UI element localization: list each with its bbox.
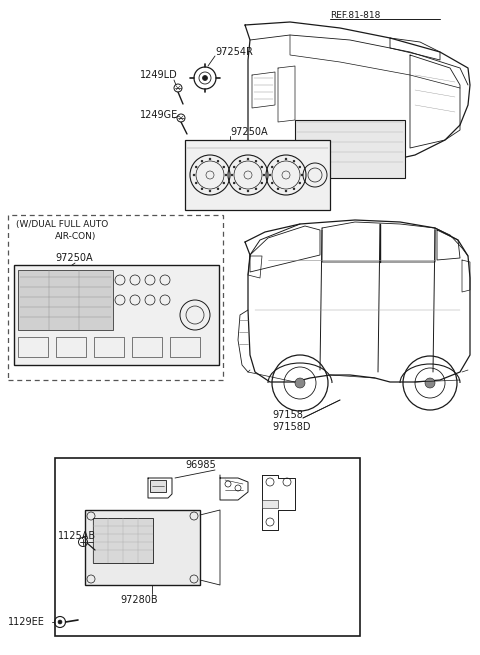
Circle shape	[277, 188, 279, 190]
Circle shape	[223, 182, 225, 184]
Text: 96985: 96985	[185, 460, 216, 470]
Bar	[185, 140, 330, 210]
Text: 1249LD: 1249LD	[140, 70, 178, 80]
Bar	[262, 500, 278, 508]
Circle shape	[271, 166, 273, 168]
Circle shape	[425, 378, 435, 388]
Bar	[18, 270, 113, 330]
Bar	[150, 480, 166, 492]
Circle shape	[299, 166, 301, 168]
Circle shape	[269, 174, 271, 176]
Circle shape	[209, 158, 211, 160]
Circle shape	[261, 182, 263, 184]
Text: 97280B: 97280B	[120, 595, 157, 605]
Circle shape	[255, 160, 257, 162]
Bar	[132, 337, 162, 357]
Circle shape	[233, 182, 235, 184]
Bar	[55, 458, 360, 636]
Circle shape	[225, 174, 227, 176]
Circle shape	[201, 160, 203, 162]
Circle shape	[233, 166, 235, 168]
Circle shape	[285, 190, 287, 192]
Text: 1129EE: 1129EE	[8, 617, 45, 627]
Text: 1125AB: 1125AB	[58, 531, 96, 541]
Circle shape	[58, 620, 62, 624]
Bar	[85, 510, 200, 585]
Circle shape	[231, 174, 233, 176]
Circle shape	[295, 378, 305, 388]
Circle shape	[195, 166, 197, 168]
Circle shape	[193, 174, 195, 176]
Bar	[93, 518, 153, 563]
Text: REF.81-818: REF.81-818	[330, 10, 380, 20]
Circle shape	[285, 158, 287, 160]
Circle shape	[255, 188, 257, 190]
Circle shape	[203, 75, 207, 81]
Circle shape	[293, 160, 295, 162]
Circle shape	[239, 188, 241, 190]
Text: (W/DUAL FULL AUTO: (W/DUAL FULL AUTO	[16, 221, 108, 229]
Circle shape	[299, 182, 301, 184]
Circle shape	[247, 190, 249, 192]
Bar	[170, 337, 200, 357]
Circle shape	[201, 188, 203, 190]
Circle shape	[239, 160, 241, 162]
Text: 97250A: 97250A	[55, 253, 93, 263]
Bar	[14, 265, 219, 365]
Circle shape	[301, 174, 303, 176]
Bar	[94, 337, 124, 357]
Text: 1249GE: 1249GE	[140, 110, 178, 120]
Bar	[18, 337, 48, 357]
Text: AIR-CON): AIR-CON)	[55, 233, 96, 242]
Circle shape	[261, 166, 263, 168]
Bar	[295, 120, 405, 178]
Circle shape	[271, 182, 273, 184]
Circle shape	[293, 188, 295, 190]
Text: 97250A: 97250A	[230, 127, 268, 137]
Circle shape	[209, 190, 211, 192]
Bar	[8, 215, 223, 380]
Circle shape	[223, 166, 225, 168]
Circle shape	[277, 160, 279, 162]
Bar	[56, 337, 86, 357]
Text: 97254R: 97254R	[215, 47, 253, 57]
Circle shape	[263, 174, 265, 176]
Text: 97158D: 97158D	[272, 422, 311, 432]
Text: 97158: 97158	[272, 410, 303, 420]
Circle shape	[217, 160, 219, 162]
Circle shape	[195, 182, 197, 184]
Circle shape	[217, 188, 219, 190]
Circle shape	[247, 158, 249, 160]
